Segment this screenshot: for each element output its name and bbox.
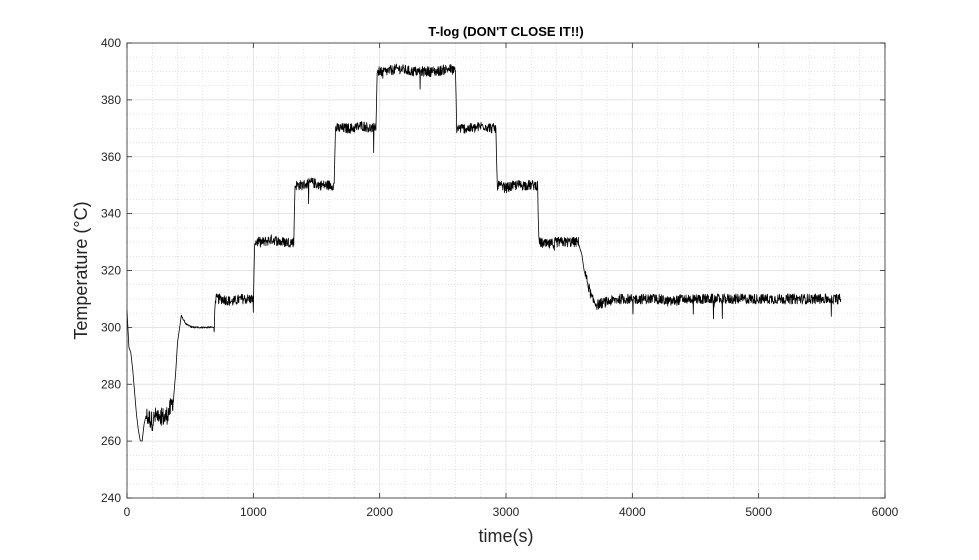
y-tick-label: 240 bbox=[101, 491, 121, 505]
y-tick-labels: 240 260 280 300 320 340 360 380 400 bbox=[101, 36, 121, 505]
x-tick-label: 3000 bbox=[493, 505, 520, 519]
y-tick-label: 360 bbox=[101, 150, 121, 164]
y-tick-label: 320 bbox=[101, 264, 121, 278]
x-tick-labels: 0 1000 2000 3000 4000 5000 6000 bbox=[124, 505, 899, 519]
x-tick-label: 5000 bbox=[745, 505, 772, 519]
x-tick-label: 6000 bbox=[872, 505, 899, 519]
x-tick-label: 4000 bbox=[619, 505, 646, 519]
chart-title: T-log (DON'T CLOSE IT!!) bbox=[428, 24, 583, 39]
x-tick-label: 2000 bbox=[366, 505, 393, 519]
y-tick-label: 380 bbox=[101, 93, 121, 107]
y-tick-label: 280 bbox=[101, 377, 121, 391]
y-tick-label: 260 bbox=[101, 434, 121, 448]
x-tick-label: 1000 bbox=[240, 505, 267, 519]
x-axis-label: time(s) bbox=[479, 526, 534, 546]
major-grid bbox=[127, 43, 885, 498]
y-tick-label: 400 bbox=[101, 36, 121, 50]
y-axis-label: Temperature (°C) bbox=[71, 201, 91, 339]
x-tick-label: 0 bbox=[124, 505, 131, 519]
y-tick-label: 340 bbox=[101, 207, 121, 221]
temperature-series-line bbox=[126, 63, 842, 442]
tick-marks bbox=[126, 42, 886, 499]
y-tick-label: 300 bbox=[101, 320, 121, 334]
